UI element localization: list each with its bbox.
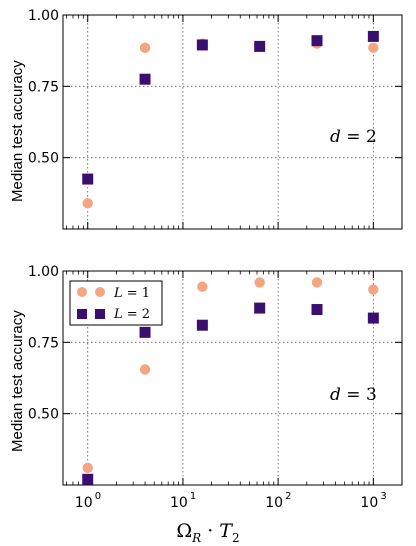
legend-l1-marker-a xyxy=(77,287,87,297)
y-tick-label: 0.75 xyxy=(28,79,59,95)
data-point-circle xyxy=(368,284,379,295)
data-point-circle xyxy=(254,277,265,288)
x-axis-label: ΩR · T2 xyxy=(176,520,239,545)
x-tick-label: 10 xyxy=(170,495,188,511)
data-point-square xyxy=(311,35,323,47)
grid-top xyxy=(63,15,402,229)
data-point-square xyxy=(196,39,208,51)
legend-l2-marker-a xyxy=(77,309,87,319)
data-point-square xyxy=(82,473,94,485)
annotation-bottom: d = 3 xyxy=(330,385,377,405)
data-point-square xyxy=(139,73,151,85)
panel-top: 0.50 0.75 1.00 Median test accuracy d = 2 xyxy=(9,8,403,230)
y-tick-label: 0.50 xyxy=(28,407,59,423)
x-tick-label-exponent: 1 xyxy=(190,491,196,502)
annotation-bottom-var: d xyxy=(330,385,341,405)
x-axis-label-t: T xyxy=(219,520,233,542)
annotation-top: d = 2 xyxy=(330,127,377,147)
y-tick-label: 1.00 xyxy=(28,264,59,280)
data-point-square xyxy=(311,304,323,316)
data-point-square xyxy=(254,302,266,314)
data-point-square xyxy=(367,312,379,324)
x-axis-label-omega: Ω xyxy=(176,520,192,542)
data-point-square xyxy=(254,40,266,52)
data-point-square xyxy=(82,173,94,185)
legend-l1-var: L xyxy=(113,286,123,301)
data-point-square xyxy=(196,319,208,331)
ticks-top: 0.50 0.75 1.00 xyxy=(28,8,403,229)
legend-l1-label: L = 1 xyxy=(113,286,150,301)
y-tick-label: 1.00 xyxy=(28,8,59,24)
annotation-top-var: d xyxy=(330,127,341,147)
x-axis-label-sub-2: 2 xyxy=(232,531,240,545)
legend-l1-eq: = 1 xyxy=(123,286,150,301)
legend-l2-eq: = 2 xyxy=(123,307,150,322)
y-tick-label: 0.75 xyxy=(28,335,59,351)
legend-l2-marker-b xyxy=(95,309,105,319)
x-tick-label-exponent: 3 xyxy=(380,491,386,502)
marks-top xyxy=(82,30,379,209)
annotation-top-eq: = 2 xyxy=(341,127,377,147)
annotation-bottom-eq: = 3 xyxy=(341,385,377,405)
grid-bottom xyxy=(63,271,402,485)
x-tick-label: 10 xyxy=(360,495,378,511)
legend-l2-label: L = 2 xyxy=(113,307,150,322)
x-axis-label-dot: · xyxy=(201,520,219,542)
data-point-circle xyxy=(368,42,379,54)
legend: L = 1 L = 2 xyxy=(69,280,163,326)
legend-l1-marker-b xyxy=(95,287,105,297)
x-axis-label-sub-r: R xyxy=(191,531,201,545)
data-point-circle xyxy=(311,277,323,288)
axes-frame-bottom xyxy=(62,270,403,486)
data-point-square xyxy=(139,326,151,338)
data-point-circle xyxy=(139,364,151,375)
panel-bottom: 10 0 10 1 10 2 10 30.500.751.00 Median test acc… xyxy=(9,264,403,511)
y-tick-label: 0.50 xyxy=(28,151,59,167)
x-tick-label-exponent: 2 xyxy=(285,491,291,502)
x-tick-label: 10 xyxy=(265,495,283,511)
y-axis-label-bottom: Median test accuracy xyxy=(9,310,26,452)
legend-l2-var: L xyxy=(113,307,123,322)
marks-bottom xyxy=(82,277,379,485)
data-point-square xyxy=(367,30,379,42)
axes-frame-top xyxy=(62,14,403,230)
data-point-circle xyxy=(197,281,208,292)
x-tick-label-exponent: 0 xyxy=(95,491,101,502)
ticks-bottom: 10 0 10 1 10 2 10 30.500.751.00 xyxy=(28,264,403,511)
y-axis-label-top: Median test accuracy xyxy=(9,60,26,202)
x-tick-label: 10 xyxy=(75,495,93,511)
data-point-circle xyxy=(82,462,93,474)
data-point-circle xyxy=(82,198,93,209)
data-point-circle xyxy=(139,42,151,54)
